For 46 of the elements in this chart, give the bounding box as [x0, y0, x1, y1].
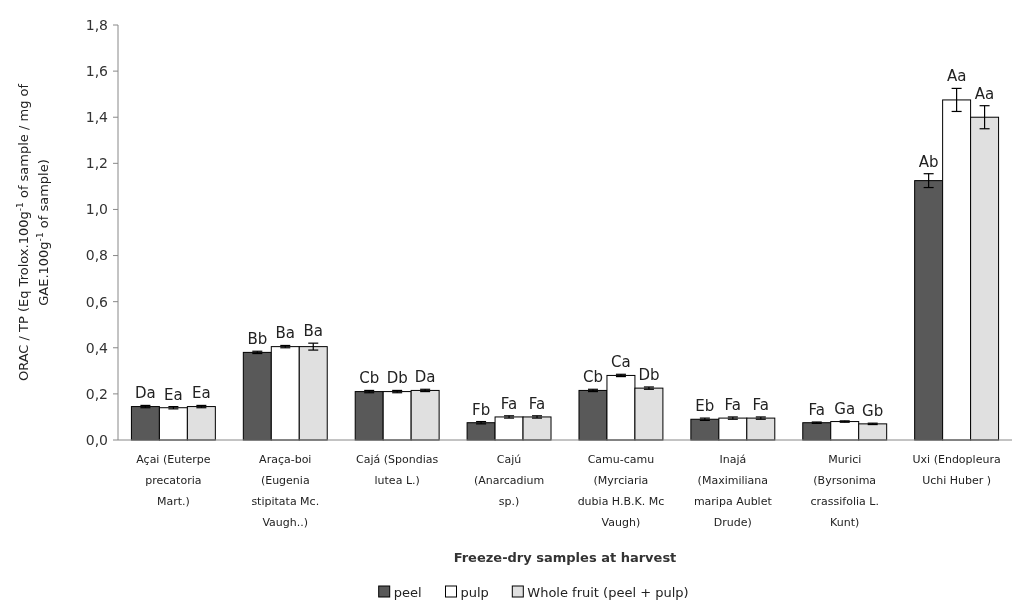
- x-axis-title: Freeze-dry samples at harvest: [453, 550, 677, 565]
- annotation: Ca: [611, 353, 631, 372]
- y-tick-label: 0,0: [85, 431, 108, 448]
- annotation: Db: [386, 369, 408, 388]
- annotation: Bb: [247, 330, 268, 349]
- annotation: Ga: [834, 399, 856, 418]
- x-tick-label: Cajú (Anarcadium sp.): [473, 453, 545, 508]
- legend-label: peel: [393, 584, 422, 600]
- annotation: Eb: [695, 397, 715, 416]
- x-tick-label: Uxi (Endopleura Uchi Huber ): [912, 453, 1001, 487]
- x-tick-label: Araça-boi (Eugenia stipitata Mc. Vaugh..): [251, 453, 320, 529]
- y-tick-label: 1,8: [85, 16, 108, 33]
- legend-label: pulp: [460, 584, 489, 600]
- annotation: Fa: [500, 394, 518, 413]
- annotation: Fa: [752, 395, 770, 414]
- annotation: Da: [414, 368, 436, 387]
- y-tick-label: 1,2: [85, 155, 108, 172]
- annotation: Gb: [862, 402, 884, 421]
- annotation: Cb: [582, 368, 603, 387]
- annotation: Ea: [192, 384, 211, 403]
- x-tick-label: Cajá (Spondias lutea L.): [356, 453, 439, 487]
- annotation: Cb: [359, 369, 380, 388]
- annotation: Ba: [303, 322, 323, 341]
- y-tick-label: 1,6: [85, 63, 109, 80]
- annotation: Db: [638, 365, 660, 384]
- annotation: Ab: [918, 152, 939, 171]
- y-tick-label: 1,0: [85, 201, 108, 218]
- annotation: Aa: [946, 67, 967, 86]
- y-tick-label: 0,6: [85, 293, 109, 310]
- x-tick-label: Camu-camu (Myrciaria dubia H.B.K. Mc Vaugh): [577, 453, 665, 529]
- annotation: Fa: [724, 395, 742, 414]
- x-tick-label: Açai (Euterpe precatoria Mart.): [136, 453, 211, 508]
- annotation: Aa: [974, 84, 995, 103]
- annotation: Fb: [472, 400, 491, 419]
- legend-label: Whole fruit (peel + pulp): [527, 584, 689, 600]
- annotation: Da: [135, 384, 156, 403]
- y-tick-label: 0,8: [85, 247, 108, 264]
- x-tick-label: Inajá (Maximiliana maripa Aublet Drude): [693, 453, 773, 529]
- annotation: Ba: [275, 324, 296, 343]
- annotation: Fa: [808, 401, 825, 420]
- annotation: Ea: [164, 385, 183, 404]
- y-tick-label: 0,2: [85, 385, 108, 402]
- y-tick-label: 1,4: [85, 109, 109, 126]
- x-tick-label: Murici (Byrsonima crassifolia L. Kunt): [810, 453, 879, 529]
- annotation: Fa: [528, 394, 546, 413]
- y-tick-label: 0,4: [85, 339, 109, 356]
